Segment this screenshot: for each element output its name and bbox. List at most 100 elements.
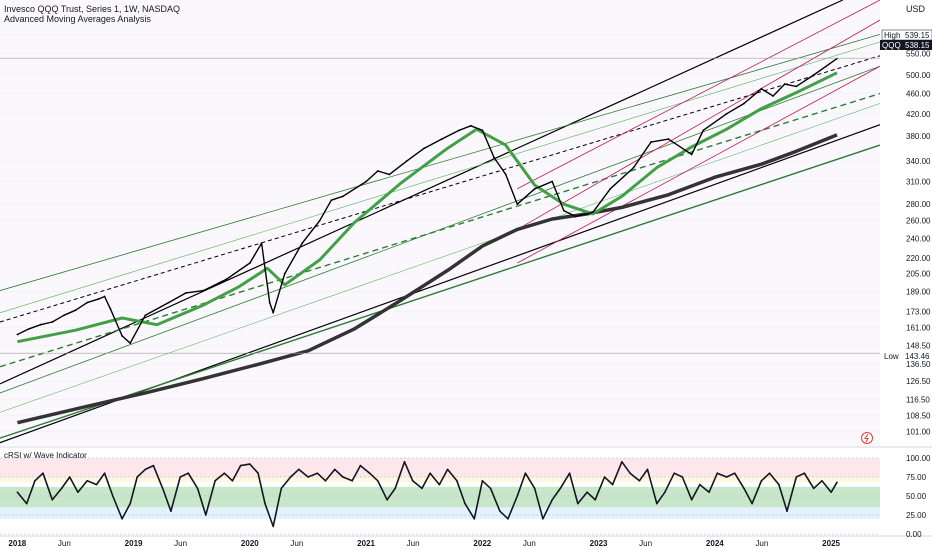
crsi-point [377,480,379,482]
crsi-point [187,472,190,475]
crsi-point [664,491,666,494]
crsi-point [231,480,234,482]
crsi-point [68,476,71,478]
crsi-point [795,476,798,478]
channel-line-8 [0,103,881,413]
crsi-point [42,472,44,475]
price-point [301,242,304,245]
price-point [388,173,391,176]
overbought-zone [0,458,880,477]
low-tag-value: 143.46 [905,352,930,361]
price-point [481,129,484,132]
crsi-point [499,510,501,512]
crsi-point [708,491,710,494]
indicator-tick-label: 50.00 [906,492,927,501]
price-axis: 600.00550.00500.00460.00420.00380.00340.… [906,30,931,539]
price-point [318,219,321,222]
crsi-point [586,491,588,494]
moving-average-long-line [16,133,838,425]
high-tag-label: High [884,31,900,40]
crsi-point [297,468,300,471]
crsi-point [507,518,509,520]
crsi-point [786,510,788,512]
crsi-point [611,483,614,486]
crsi-point [836,481,838,484]
low-tag-box [882,351,932,361]
time-tick-label: Jun [407,539,420,548]
price-point [440,138,443,140]
price-point [469,124,472,127]
crsi-point [280,487,283,490]
crsi-point [95,483,98,486]
crsi-point [16,491,19,494]
channel-line-2 [0,144,881,439]
crsi-point [446,468,449,471]
crsi-point [77,491,79,494]
price-point [504,173,507,176]
crsi-point [403,461,406,463]
chart-subtitle: Advanced Moving Averages Analysis [4,14,151,24]
price-tick-label: 126.50 [906,377,931,386]
channel-line-0 [0,0,844,385]
crsi-point [690,499,693,501]
price-point [609,187,612,190]
price-point [650,141,652,143]
price-point [185,292,187,294]
crsi-point [121,518,123,520]
crsi-point [638,480,641,482]
price-point [167,301,170,304]
price-point [268,301,271,304]
crsi-point [394,487,397,490]
crsi-point [359,464,362,467]
upper-band-zone [0,477,880,483]
crsi-point [621,461,623,463]
time-tick-label: Jun [290,539,303,548]
price-tick-label: 500.00 [906,71,931,80]
indicator-pane [0,457,880,535]
crsi-point [768,472,771,475]
price-point [574,215,577,218]
crsi-point [421,487,423,490]
crsi-point [86,480,88,482]
time-tick-label: 2020 [241,539,259,548]
crsi-point [214,480,216,482]
oversold-zone [0,507,880,519]
crsi-point [464,502,466,505]
indicator-tick-label: 75.00 [906,473,927,482]
channel-line-9 [517,65,881,264]
crsi-point [342,476,344,478]
price-tick-label: 148.50 [906,341,931,350]
crsi-point [51,499,54,501]
channel-line-7 [0,41,881,314]
crsi-point [161,487,164,490]
price-point [667,138,670,140]
crsi-point [594,499,596,501]
price-point [783,83,786,85]
price-point [405,159,408,162]
crsi-point [533,487,536,490]
price-point [551,180,554,183]
alert-icon[interactable] [861,432,873,444]
crsi-point [429,472,431,475]
high-tag-value: 539.15 [905,31,930,40]
price-tick-label: 101.00 [906,427,931,436]
crsi-point [646,468,649,471]
channel-line-10 [517,19,881,230]
time-tick-label: 2023 [590,539,608,548]
price-tick-label: 108.50 [906,411,931,420]
price-tick-label: 340.00 [906,157,931,166]
price-tick-label: 550.00 [906,50,931,59]
price-point [121,335,123,337]
crsi-point [257,472,259,475]
crsi-point [524,472,527,475]
crsi-line [16,461,838,528]
crsi-point [438,483,441,486]
price-point [516,203,519,206]
price-point [97,298,100,300]
crsi-point [60,487,63,490]
time-tick-label: 2022 [473,539,491,548]
crsi-point [716,472,719,475]
channel-line-3 [0,92,881,368]
crsi-point [136,476,138,478]
channel-line-11 [517,0,881,190]
